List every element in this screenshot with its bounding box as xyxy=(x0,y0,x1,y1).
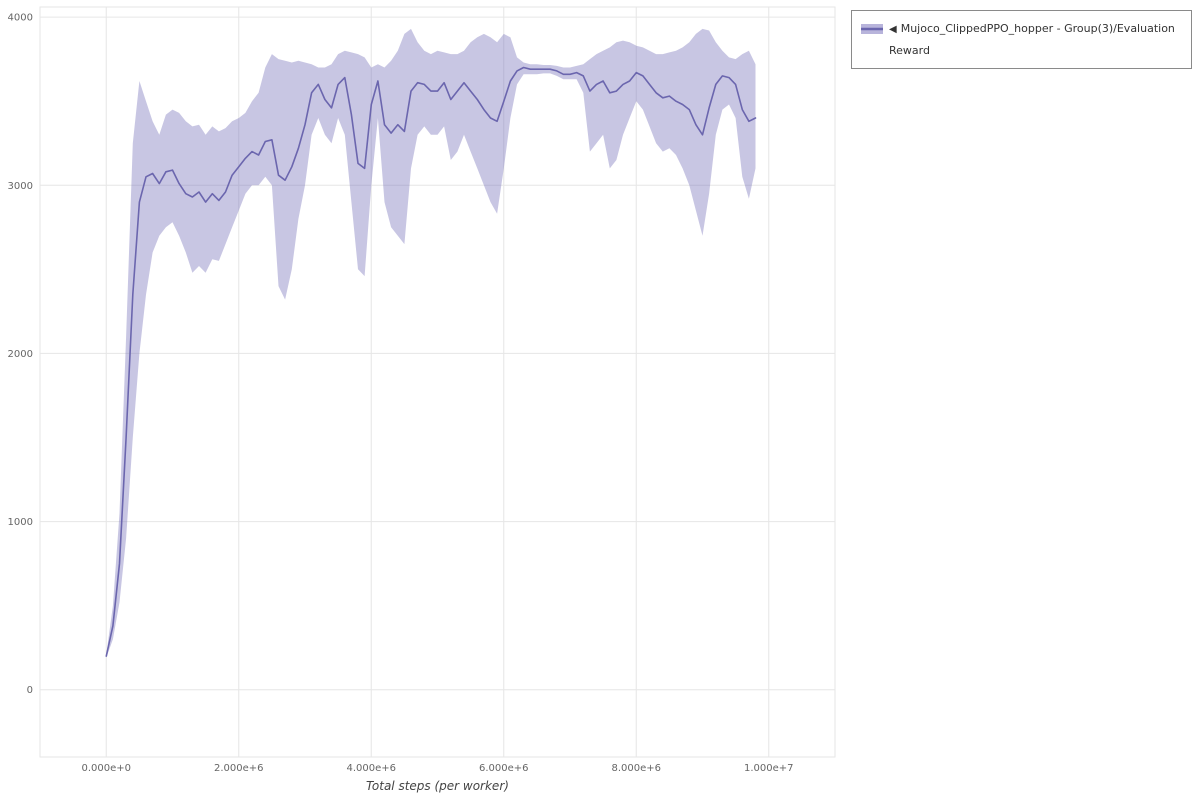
chart-plot[interactable]: 0 1000 2000 3000 4000 0.000e+0 2.000e+6 4.000e+… xyxy=(0,0,848,800)
svg-text:6.000e+6: 6.000e+6 xyxy=(479,763,529,774)
collapse-icon[interactable]: ◀ xyxy=(889,24,897,35)
x-axis-label: Total steps (per worker) xyxy=(366,779,509,793)
plot-area: 0 1000 2000 3000 4000 0.000e+0 2.000e+6 4.000e+… xyxy=(0,0,848,800)
legend-label-text: Mujoco_ClippedPPO_hopper - Group(3)/Eval… xyxy=(889,22,1175,57)
legend-item[interactable]: ◀ Mujoco_ClippedPPO_hopper - Group(3)/Eva… xyxy=(861,18,1182,61)
legend-label: ◀ Mujoco_ClippedPPO_hopper - Group(3)/Eva… xyxy=(889,18,1182,61)
svg-text:2000: 2000 xyxy=(8,349,33,360)
grid-lines xyxy=(39,6,836,758)
confidence-band xyxy=(106,28,756,658)
svg-text:0.000e+0: 0.000e+0 xyxy=(81,763,131,774)
svg-text:0: 0 xyxy=(27,685,33,696)
svg-text:2.000e+6: 2.000e+6 xyxy=(214,763,264,774)
legend-box: ◀ Mujoco_ClippedPPO_hopper - Group(3)/Eva… xyxy=(851,10,1192,69)
y-tick-labels: 0 1000 2000 3000 4000 xyxy=(8,13,33,697)
svg-text:8.000e+6: 8.000e+6 xyxy=(611,763,661,774)
legend-swatch xyxy=(861,24,883,34)
mean-line xyxy=(105,66,757,657)
svg-text:1000: 1000 xyxy=(8,517,33,528)
x-tick-labels: 0.000e+0 2.000e+6 4.000e+6 6.000e+6 8.000e+6… xyxy=(81,763,793,774)
svg-text:3000: 3000 xyxy=(8,181,33,192)
svg-text:4.000e+6: 4.000e+6 xyxy=(346,763,396,774)
svg-text:4000: 4000 xyxy=(8,13,33,24)
svg-text:1.000e+7: 1.000e+7 xyxy=(744,763,794,774)
